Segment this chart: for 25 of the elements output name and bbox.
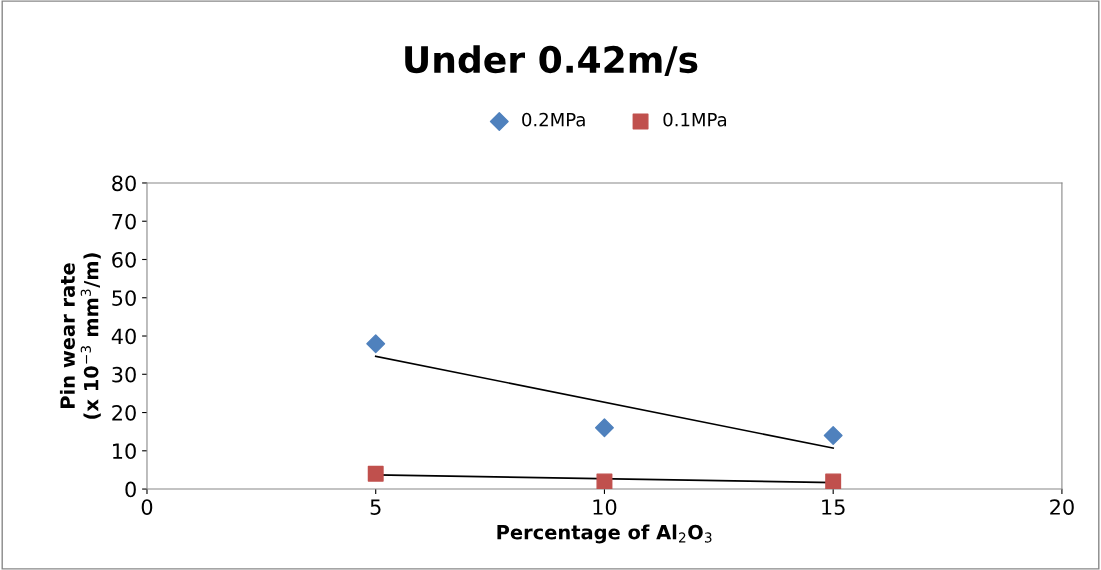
point: [825, 473, 842, 490]
y-tick-label: 50: [112, 290, 136, 306]
legend-label: 0.1MPa: [663, 112, 727, 127]
y-tick-label: 10: [113, 443, 136, 460]
point: [594, 418, 614, 438]
y-tick-label: 30: [112, 366, 136, 383]
y-tick-label: 80: [112, 175, 136, 192]
y-tick-label: 60: [112, 251, 136, 268]
x-tick-label: 5: [370, 499, 381, 515]
point: [366, 334, 386, 354]
x-tick-label: 0: [141, 499, 153, 515]
y-tick-label: 40: [111, 328, 136, 345]
x-tick-label: 15: [822, 499, 845, 515]
point: [596, 473, 613, 490]
legend-label: 0.2MPa: [522, 112, 585, 127]
y-tick-label: 70: [112, 213, 136, 230]
y-tick-label: 20: [112, 404, 136, 421]
point: [823, 426, 843, 445]
y-tick-label: 0: [125, 481, 136, 498]
y-axis-title: Pin wear rate (x 10$^{−3}$ mm$^{3}$/m): [59, 253, 101, 419]
x-tick-label: 20: [1050, 499, 1074, 515]
x-axis-title: Percentage of Al$_{2}$O$_{3}$: [497, 524, 712, 544]
point: [367, 465, 384, 482]
chart-title: Under 0.42m/s: [405, 45, 698, 77]
x-tick-label: 10: [593, 499, 617, 515]
